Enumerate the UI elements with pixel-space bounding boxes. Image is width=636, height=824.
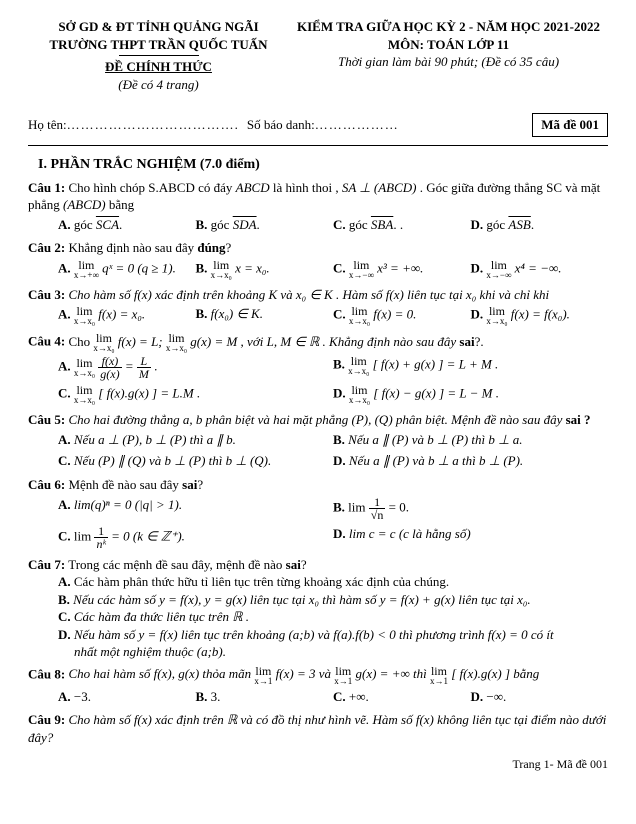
q8-label: Câu 8:: [28, 666, 65, 681]
q8-A: A. −3.: [58, 686, 196, 708]
q3-text: Cho hàm số f(x) xác định trên khoảng K v…: [68, 287, 549, 302]
q8-B: B. 3.: [196, 686, 334, 708]
q5-D: D. Nếu a ∥ (P) và b ⊥ a thì b ⊥ (P).: [333, 450, 608, 472]
question-6: Câu 6: Mệnh đề nào sau đây sai? A. lim(q…: [28, 476, 608, 552]
q5-B: B. Nếu a ∥ (P) và b ⊥ (P) thì b ⊥ a.: [333, 429, 608, 451]
q6-options: A. lim(q)ⁿ = 0 (|q| > 1). B. lim 1√n = 0…: [58, 494, 608, 552]
question-1: Câu 1: Cho hình chóp S.ABCD có đáy ABCD …: [28, 179, 608, 236]
q6-text: Mệnh đề nào sau đây sai?: [68, 477, 203, 492]
q2-C: C. limx→−∞ x³ = +∞.: [333, 257, 471, 282]
q5-label: Câu 5:: [28, 412, 65, 427]
q6-B: B. lim 1√n = 0.: [333, 494, 608, 523]
divider: [119, 55, 199, 56]
q6-D: D. lim c = c (c là hằng số): [333, 523, 608, 552]
q7-B: B. Nếu các hàm số y = f(x), y = g(x) liê…: [58, 591, 608, 609]
q9-label: Câu 9:: [28, 712, 65, 727]
q2-options: A. limx→+∞ qˣ = 0 (q ≥ 1). B. limx→x₀ x …: [58, 257, 608, 282]
q2-D: D. limx→−∞ x⁴ = −∞.: [471, 257, 609, 282]
q7-label: Câu 7:: [28, 557, 65, 572]
header-left: SỞ GD & ĐT TỈNH QUẢNG NGÃI TRƯỜNG THPT T…: [28, 18, 289, 93]
subject-label: MÔN: TOÁN LỚP 11: [289, 36, 608, 54]
q4-label: Câu 4:: [28, 334, 65, 349]
time-label: Thời gian làm bài 90 phút; (Đề có 35 câu…: [289, 53, 608, 71]
q5-options: A. Nếu a ⊥ (P), b ⊥ (P) thì a ∥ b. B. Nế…: [58, 429, 608, 472]
q2-A: A. limx→+∞ qˣ = 0 (q ≥ 1).: [58, 257, 196, 282]
pages-label: (Đề có 4 trang): [28, 76, 289, 94]
q4-D: D. limx→x₀ [ f(x) − g(x) ] = L − M .: [333, 382, 608, 407]
q1-text: Cho hình chóp S.ABCD có đáy ABCD là hình…: [28, 180, 600, 213]
school-label: TRƯỜNG THPT TRẦN QUỐC TUẤN: [28, 36, 289, 54]
q1-C: C. góc SBA. .: [333, 214, 471, 236]
question-3: Câu 3: Cho hàm số f(x) xác định trên kho…: [28, 286, 608, 329]
question-7: Câu 7: Trong các mệnh đề sau đây, mệnh đ…: [28, 556, 608, 661]
section-title: I. PHẦN TRẮC NGHIỆM (7.0 điểm): [38, 156, 608, 175]
q8-C: C. +∞.: [333, 686, 471, 708]
question-9: Câu 9: Cho hàm số f(x) xác định trên ℝ v…: [28, 711, 608, 746]
q6-C: C. lim 1nᵏ = 0 (k ∈ ℤ⁺).: [58, 523, 333, 552]
page-footer: Trang 1- Mã đề 001: [28, 756, 608, 772]
q1-label: Câu 1:: [28, 180, 65, 195]
question-5: Câu 5: Cho hai đường thẳng a, b phân biệ…: [28, 411, 608, 472]
q4-A: A. limx→x₀ f(x)g(x) = LM .: [58, 353, 333, 382]
dept-label: SỞ GD & ĐT TỈNH QUẢNG NGÃI: [28, 18, 289, 36]
q3-label: Câu 3:: [28, 287, 65, 302]
sbd-dots: ………………: [315, 116, 399, 134]
q7-options: A. Các hàm phân thức hữu tỉ liên tục trê…: [58, 573, 608, 661]
q5-A: A. Nếu a ⊥ (P), b ⊥ (P) thì a ∥ b.: [58, 429, 333, 451]
q5-text: Cho hai đường thẳng a, b phân biệt và ha…: [68, 412, 590, 427]
sbd-label: Số báo danh:: [247, 116, 315, 134]
q8-options: A. −3. B. 3. C. +∞. D. −∞.: [58, 686, 608, 708]
q3-A: A. limx→x₀ f(x) = x₀.: [58, 303, 196, 328]
q4-B: B. limx→x₀ [ f(x) + g(x) ] = L + M .: [333, 353, 608, 382]
question-4: Câu 4: Cho limx→x₀ f(x) = L; limx→x₀ g(x…: [28, 332, 608, 407]
q2-B: B. limx→x₀ x = x₀.: [196, 257, 334, 282]
q7-A: A. Các hàm phân thức hữu tỉ liên tục trê…: [58, 573, 608, 591]
q1-D: D. góc ASB.: [471, 214, 609, 236]
q1-B: B. góc SDA.: [196, 214, 334, 236]
q3-options: A. limx→x₀ f(x) = x₀. B. f(x₀) ∈ K. C. l…: [58, 303, 608, 328]
q2-label: Câu 2:: [28, 240, 65, 255]
exam-title: KIỂM TRA GIỮA HỌC KỲ 2 - NĂM HỌC 2021-20…: [289, 18, 608, 36]
q7-text: Trong các mệnh đề sau đây, mệnh đề nào s…: [68, 557, 306, 572]
info-row: Họ tên: ………………………………. Số báo danh: ………………: [28, 113, 608, 137]
q7-D: D. Nếu hàm số y = f(x) liên tục trên kho…: [58, 626, 608, 644]
horizontal-rule: [28, 145, 608, 146]
q4-text: Cho limx→x₀ f(x) = L; limx→x₀ g(x) = M ,…: [68, 334, 483, 349]
question-8: Câu 8: Cho hai hàm số f(x), g(x) thỏa mã…: [28, 665, 608, 708]
q1-options: A. góc SCA. B. góc SDA. C. góc SBA. . D.…: [58, 214, 608, 236]
q4-C: C. limx→x₀ [ f(x).g(x) ] = L.M .: [58, 382, 333, 407]
q5-C: C. Nếu (P) ∥ (Q) và b ⊥ (P) thì b ⊥ (Q).: [58, 450, 333, 472]
q1-A: A. góc SCA.: [58, 214, 196, 236]
q4-options: A. limx→x₀ f(x)g(x) = LM . B. limx→x₀ [ …: [58, 353, 608, 407]
q7-D2: nhất một nghiệm thuộc (a;b).: [74, 643, 608, 661]
name-dots: ……………………………….: [67, 116, 239, 134]
official-label: ĐỀ CHÍNH THỨC: [28, 58, 289, 76]
q6-label: Câu 6:: [28, 477, 65, 492]
q8-D: D. −∞.: [471, 686, 609, 708]
q6-A: A. lim(q)ⁿ = 0 (|q| > 1).: [58, 494, 333, 523]
name-label: Họ tên:: [28, 116, 67, 134]
q3-C: C. limx→x₀ f(x) = 0.: [333, 303, 471, 328]
page-header: SỞ GD & ĐT TỈNH QUẢNG NGÃI TRƯỜNG THPT T…: [28, 18, 608, 93]
q8-text: Cho hai hàm số f(x), g(x) thỏa mãn limx→…: [68, 666, 539, 681]
exam-code-box: Mã đề 001: [532, 113, 608, 137]
q7-C: C. Các hàm đa thức liên tục trên ℝ .: [58, 608, 608, 626]
q9-text: Cho hàm số f(x) xác định trên ℝ và có đồ…: [28, 712, 606, 745]
q3-B: B. f(x₀) ∈ K.: [196, 303, 334, 328]
header-right: KIỂM TRA GIỮA HỌC KỲ 2 - NĂM HỌC 2021-20…: [289, 18, 608, 93]
q2-text: Khẳng định nào sau đây đúng?: [68, 240, 231, 255]
q3-D: D. limx→x₀ f(x) = f(x₀).: [471, 303, 609, 328]
question-2: Câu 2: Khẳng định nào sau đây đúng? A. l…: [28, 239, 608, 282]
